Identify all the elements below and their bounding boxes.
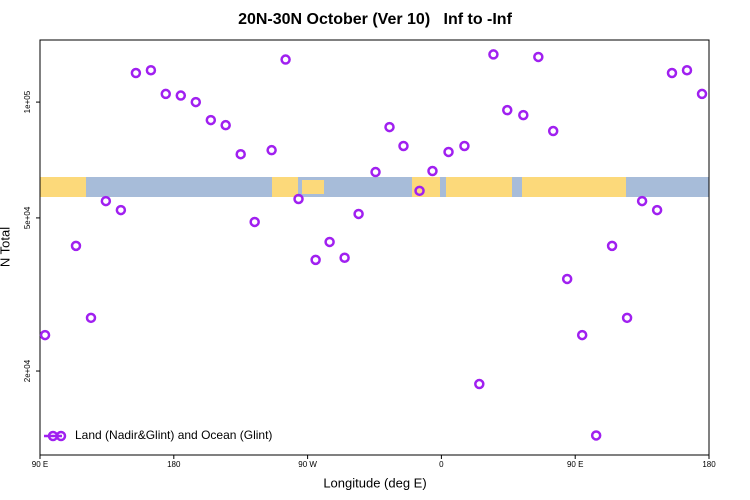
point [398, 140, 409, 152]
point [280, 54, 291, 65]
x-tick-label: 0 [439, 460, 444, 469]
point [502, 104, 513, 116]
point [339, 252, 350, 263]
point [370, 166, 381, 178]
point [681, 64, 693, 76]
point [310, 254, 321, 266]
point [160, 88, 172, 100]
point [576, 329, 588, 341]
point [606, 240, 618, 252]
x-tick-label: 90 W [298, 460, 317, 469]
point [353, 208, 364, 220]
point [85, 312, 97, 324]
x-tick-label: 180 [702, 460, 716, 469]
point [590, 430, 602, 441]
land [522, 177, 626, 197]
point [666, 67, 678, 79]
point [145, 64, 157, 76]
point [518, 109, 529, 121]
point [220, 119, 231, 131]
land [412, 177, 440, 197]
point [130, 67, 142, 79]
legend-label: Land (Nadir&Glint) and Ocean (Glint) [75, 428, 272, 442]
chart-title: 20N-30N October (Ver 10) Inf to -Inf [238, 11, 513, 28]
x-tick-label: 180 [167, 460, 181, 469]
point [100, 195, 112, 207]
point [175, 90, 187, 101]
y-axis-label: N Total [0, 227, 12, 267]
x-tick-label: 90 E [567, 460, 583, 469]
map-band [40, 177, 709, 197]
y-tick-label: 2e+04 [23, 359, 32, 382]
point [39, 329, 51, 341]
point [115, 204, 127, 216]
y-tick-label: 5e+04 [23, 206, 32, 229]
land [40, 177, 86, 197]
point [235, 148, 246, 160]
x-tick-label: 90 E [32, 460, 48, 469]
point [324, 236, 335, 248]
point [621, 312, 633, 324]
point [293, 193, 304, 205]
plot-frame [39, 39, 710, 456]
point [488, 49, 499, 60]
x-axis-label: Longitude (deg E) [323, 475, 426, 490]
point [459, 140, 470, 152]
land [272, 177, 298, 197]
y-tick-label: 1e+05 [23, 90, 32, 113]
point [414, 185, 425, 197]
point [384, 121, 395, 133]
point [651, 204, 663, 216]
point [266, 144, 277, 156]
point [696, 88, 708, 100]
legend-marker [55, 430, 67, 442]
point [427, 165, 438, 177]
point [547, 125, 559, 137]
land [302, 180, 324, 194]
point [636, 195, 648, 207]
point [474, 378, 485, 390]
point [443, 146, 454, 158]
point [190, 96, 202, 108]
point [70, 240, 82, 252]
point [205, 114, 217, 126]
point [249, 216, 260, 228]
point [561, 273, 573, 285]
point [533, 51, 544, 63]
land [446, 177, 512, 197]
